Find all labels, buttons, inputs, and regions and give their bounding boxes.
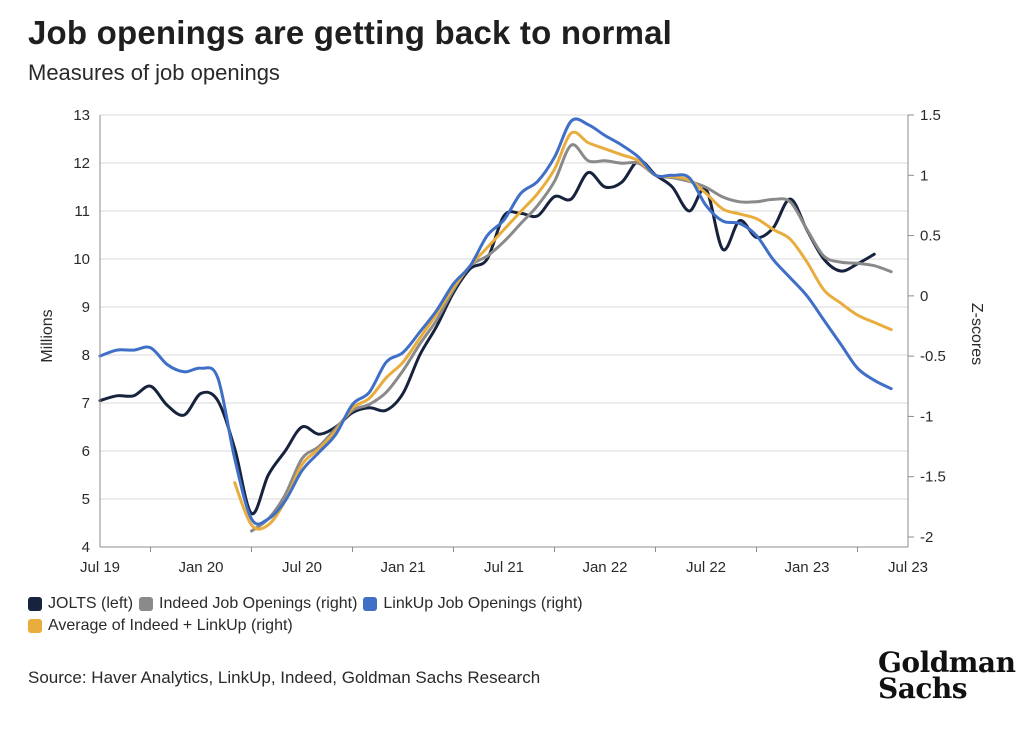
y-tick-label-right: 0: [920, 288, 928, 305]
y-tick-label-left: 7: [82, 395, 90, 412]
y-tick-label-right: -0.5: [920, 348, 946, 365]
x-tick-label: Jul 23: [888, 559, 928, 576]
y-tick-label-right: 0.5: [920, 228, 941, 245]
legend-item-jolts: JOLTS (left): [28, 595, 133, 613]
tick-labels: 4 5 6 7 8 9 10 11 12 13 -2 -1.5 -1 -0.5 0 0.5 1 1.5 Jul 19…: [73, 107, 946, 576]
legend-swatch-indeed: [139, 597, 154, 611]
legend-item-linkup: LinkUp Job Openings (right): [363, 595, 583, 613]
legend-swatch-linkup: [363, 597, 378, 611]
y-tick-label-left: 12: [73, 155, 90, 172]
y-tick-label-left: 6: [82, 443, 90, 460]
series-line-jolts: [98, 159, 876, 515]
legend-row: JOLTS (left) Indeed Job Openings (right)…: [28, 593, 728, 615]
series-line-indeed: [250, 143, 893, 533]
x-tick-label: Jul 21: [484, 559, 524, 576]
x-tick-label: Jan 22: [582, 559, 627, 576]
y-tick-label-right: -1.5: [920, 469, 946, 486]
logo-line-1: Goldman: [878, 646, 1016, 679]
y-tick-label-left: 8: [82, 347, 90, 364]
source-note: Source: Haver Analytics, LinkUp, Indeed,…: [28, 668, 541, 687]
series-line-linkup: [98, 117, 893, 526]
line-chart: 4 5 6 7 8 9 10 11 12 13 -2 -1.5 -1 -0.5 0 0.5 1 1.5 Jul 19…: [39, 107, 985, 576]
legend-label-jolts: JOLTS (left): [48, 595, 134, 612]
x-tick-label: Jan 20: [178, 559, 223, 576]
legend-row: Average of Indeed + LinkUp (right): [28, 615, 728, 637]
x-tick-label: Jan 23: [784, 559, 829, 576]
chart-title: Job openings are getting back to normal: [28, 14, 673, 51]
y-tick-label-left: 4: [82, 539, 90, 556]
logo-line-2: Sachs: [878, 672, 968, 705]
gridlines: [100, 114, 908, 548]
series-line-average: [233, 130, 893, 531]
goldman-sachs-logo: Goldman Sachs: [878, 646, 1016, 705]
chart-subtitle: Measures of job openings: [28, 60, 280, 85]
legend-swatch-jolts: [28, 597, 42, 611]
y-tick-label-left: 5: [82, 491, 90, 508]
y-tick-label-right: 1: [920, 167, 928, 184]
legend-item-indeed: Indeed Job Openings (right): [139, 595, 357, 613]
y-tick-label-right: 1.5: [920, 107, 941, 124]
legend-label-average: Average of Indeed + LinkUp (right): [48, 617, 293, 634]
y-axis-label-right: Z-scores: [968, 303, 985, 365]
y-tick-label-left: 11: [74, 203, 90, 220]
x-tick-label: Jul 19: [80, 559, 120, 576]
x-tick-label: Jul 20: [282, 559, 322, 576]
legend-label-linkup: LinkUp Job Openings (right): [383, 595, 583, 612]
x-tick-label: Jul 22: [686, 559, 726, 576]
legend-label-indeed: Indeed Job Openings (right): [159, 595, 358, 612]
axes: [99, 114, 914, 552]
y-tick-label-right: -1: [920, 408, 933, 425]
legend: JOLTS (left) Indeed Job Openings (right)…: [28, 593, 728, 637]
series-lines: [98, 117, 893, 533]
y-tick-label-right: -2: [920, 529, 933, 546]
y-tick-label-left: 10: [73, 251, 90, 268]
y-tick-label-left: 9: [82, 299, 90, 316]
y-axis-label-left: Millions: [39, 309, 56, 362]
y-tick-label-left: 13: [73, 107, 90, 124]
legend-item-average: Average of Indeed + LinkUp (right): [28, 617, 293, 635]
legend-swatch-average: [28, 619, 42, 633]
x-tick-label: Jan 21: [380, 559, 425, 576]
